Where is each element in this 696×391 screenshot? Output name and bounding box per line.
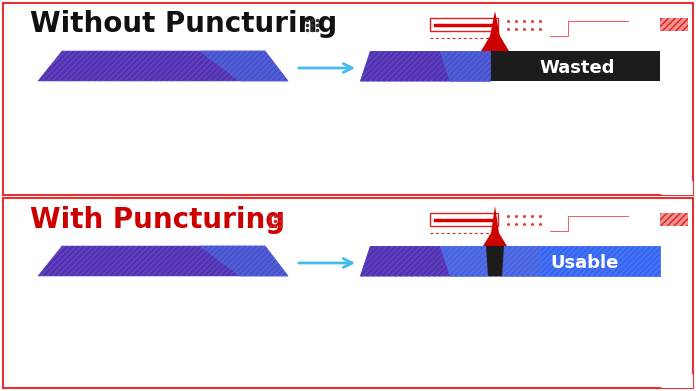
Polygon shape (360, 246, 660, 276)
Bar (430, 18, 498, 31)
Polygon shape (200, 246, 288, 276)
Polygon shape (38, 51, 288, 81)
Polygon shape (360, 51, 490, 81)
Bar (430, 213, 498, 226)
Text: Wasted: Wasted (539, 59, 615, 77)
Polygon shape (481, 11, 509, 51)
Polygon shape (660, 374, 693, 388)
Polygon shape (440, 246, 660, 276)
Bar (660, 18, 688, 31)
Polygon shape (38, 246, 288, 276)
Polygon shape (440, 51, 490, 81)
Text: Usable: Usable (551, 254, 619, 272)
Polygon shape (486, 246, 504, 276)
Bar (3, 3, 693, 195)
Text: With Puncturing: With Puncturing (30, 206, 285, 234)
Polygon shape (490, 51, 660, 81)
Bar (660, 213, 688, 226)
Polygon shape (660, 181, 693, 195)
Bar (660, 213, 688, 226)
Bar (3, 198, 693, 388)
Polygon shape (200, 51, 288, 81)
Bar (660, 18, 688, 31)
Text: Without Puncturing: Without Puncturing (30, 10, 338, 38)
Polygon shape (540, 246, 660, 276)
Polygon shape (483, 206, 507, 246)
